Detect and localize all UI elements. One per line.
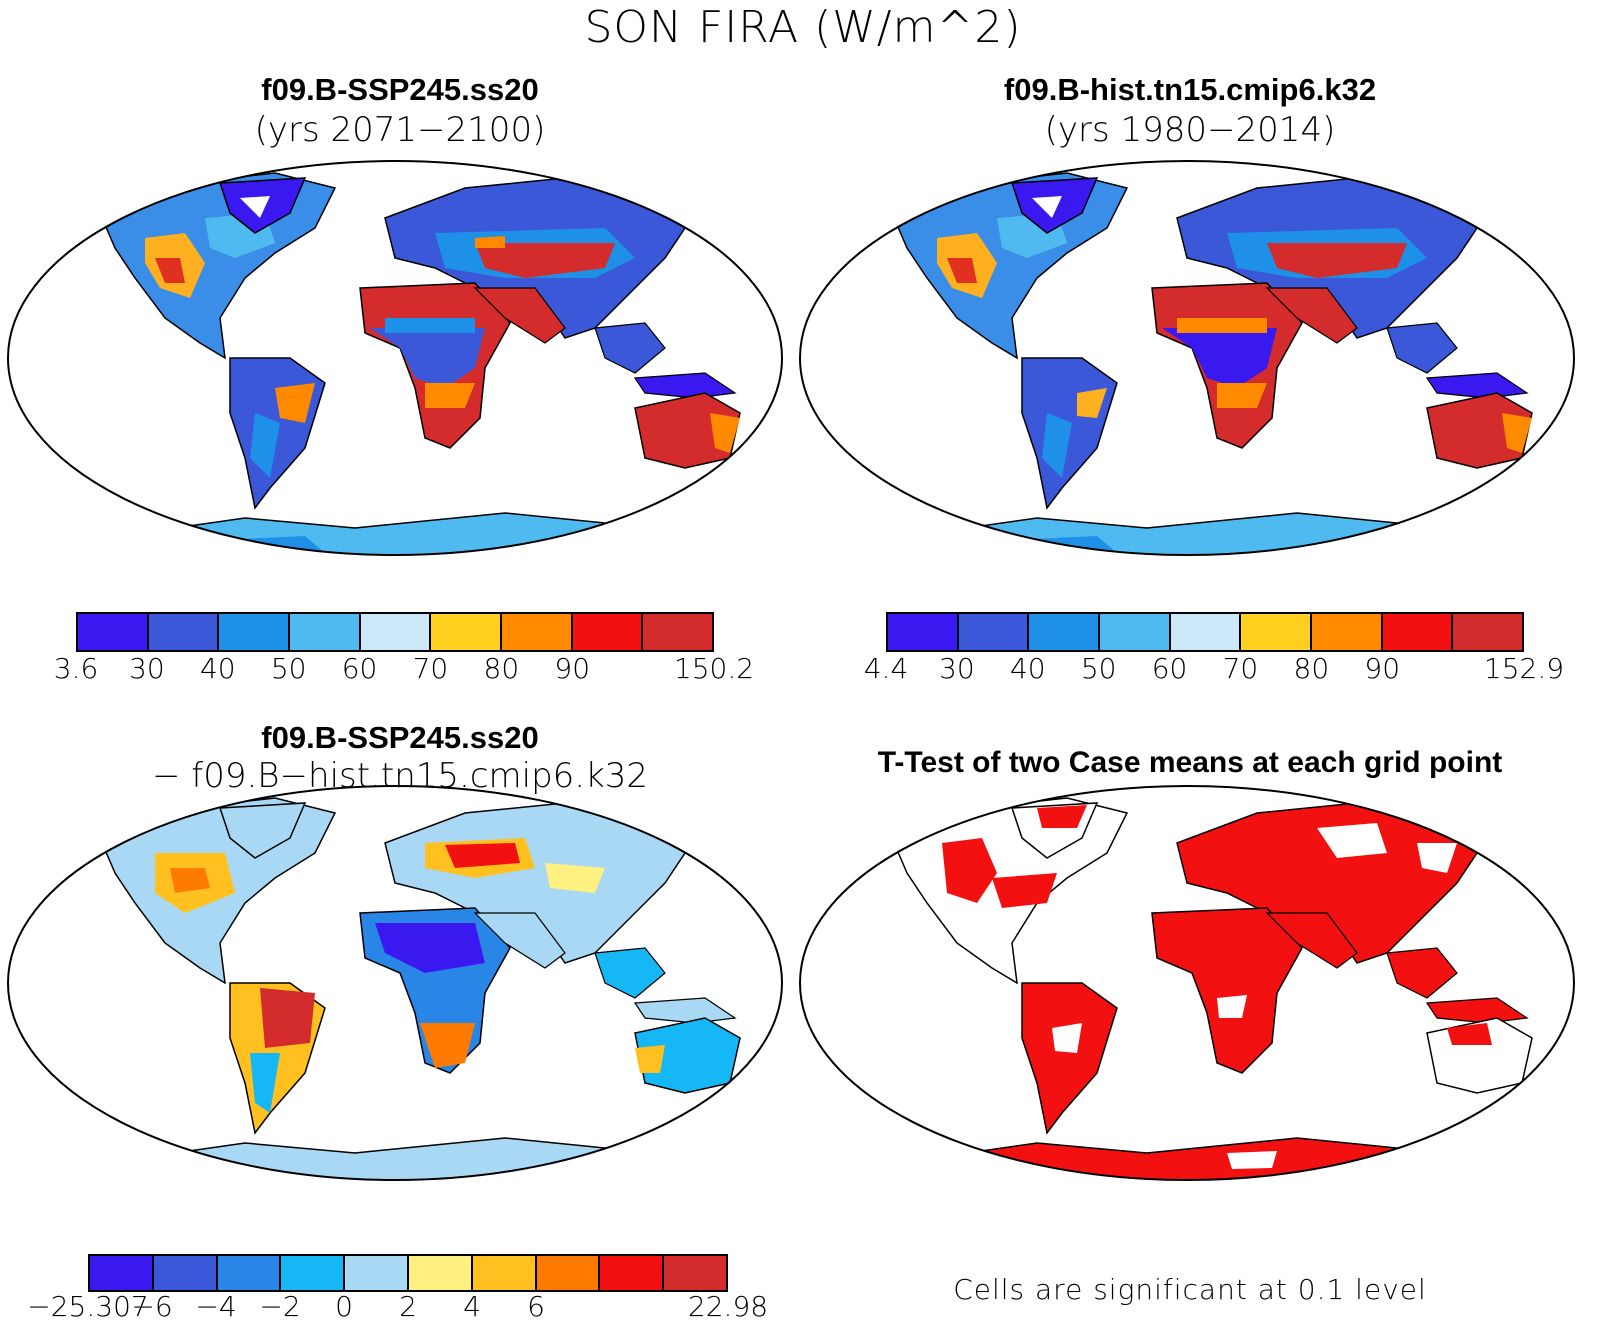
colorbar-case2-cell <box>1382 614 1454 650</box>
colorbar-case2-tick: 4.4 <box>863 652 909 685</box>
colorbar-diff-cell <box>217 1256 282 1290</box>
continent-se-asia <box>594 322 666 374</box>
colorbar-diff-cell <box>600 1256 665 1290</box>
colorbar-diff-cell <box>90 1256 154 1290</box>
colorbar-case1-tick: 60 <box>341 652 378 685</box>
map-panel-top-right <box>799 160 1575 556</box>
colorbar-diff-tick: −4 <box>195 1290 237 1323</box>
figure-title: SON FIRA (W/m^2) <box>584 2 1022 53</box>
colorbar-diff-tick: 6 <box>527 1290 545 1323</box>
colorbar-case1-cell <box>572 614 644 650</box>
colorbar-case2-tick: 50 <box>1080 652 1117 685</box>
colorbar-case2 <box>886 612 1524 652</box>
colorbar-case1-tick: 90 <box>554 652 591 685</box>
colorbar-case2-cell <box>1170 614 1242 650</box>
colorbar-case1-cell <box>78 614 149 650</box>
colorbar-case2-tick: 80 <box>1293 652 1330 685</box>
colorbar-case1-cell <box>643 614 713 650</box>
continent-antarctica <box>104 512 726 555</box>
colorbar-case1-tick: 150.2 <box>673 652 755 685</box>
colorbar-diff-cell <box>345 1256 409 1290</box>
colorbar-diff-tick: 22.98 <box>687 1290 769 1323</box>
colorbar-case1-cell <box>290 614 361 650</box>
colorbar-diff-cell <box>408 1256 473 1290</box>
colorbar-case1-tick: 80 <box>483 652 520 685</box>
panel-subtitle-top-right: (yrs 1980−2014) <box>1044 110 1336 150</box>
colorbar-diff-tick: −2 <box>259 1290 301 1323</box>
colorbar-case1-cell <box>148 614 220 650</box>
panel-title-bottom-left: f09.B-SSP245.ss20 <box>261 720 539 755</box>
colorbar-diff-cell <box>153 1256 218 1290</box>
colorbar-case2-cell <box>1241 614 1313 650</box>
colorbar-case1 <box>76 612 714 652</box>
colorbar-diff-tick: 0 <box>335 1290 353 1323</box>
colorbar-case1-cell <box>502 614 573 650</box>
map-panel-bottom-right <box>799 785 1575 1181</box>
colorbar-case2-tick: 70 <box>1222 652 1259 685</box>
colorbar-case1-tick: 70 <box>412 652 449 685</box>
colorbar-diff-tick: −25.307 <box>27 1290 149 1323</box>
colorbar-diff-cell <box>536 1256 601 1290</box>
significance-note: Cells are significant at 0.1 level <box>953 1273 1427 1306</box>
colorbar-case2-cell <box>1029 614 1101 650</box>
colorbar-case2-tick: 30 <box>939 652 975 685</box>
panel-title-top-left: f09.B-SSP245.ss20 <box>261 72 539 107</box>
colorbar-case1-cell <box>431 614 503 650</box>
map-panel-top-left <box>7 160 783 556</box>
colorbar-case2-tick: 152.9 <box>1483 652 1565 685</box>
colorbar-case1-cell <box>360 614 432 650</box>
colorbar-case1-tick: 50 <box>270 652 307 685</box>
colorbar-diff <box>88 1254 728 1292</box>
colorbar-diff-cell <box>281 1256 346 1290</box>
colorbar-case2-cell <box>888 614 959 650</box>
colorbar-case2-cell <box>1312 614 1383 650</box>
colorbar-case2-tick: 90 <box>1364 652 1401 685</box>
colorbar-diff-tick: 4 <box>463 1290 481 1323</box>
colorbar-case2-tick: 60 <box>1151 652 1188 685</box>
colorbar-case1-tick: 40 <box>199 652 236 685</box>
colorbar-case2-cell <box>1453 614 1523 650</box>
colorbar-case2-tick: 40 <box>1009 652 1046 685</box>
colorbar-case2-cell <box>958 614 1030 650</box>
colorbar-case2-cell <box>1100 614 1171 650</box>
colorbar-case1-tick: 3.6 <box>53 652 99 685</box>
panel-title-top-right: f09.B-hist.tn15.cmip6.k32 <box>1003 72 1377 107</box>
panel-subtitle-bottom-left: − f09.B−hist.tn15.cmip6.k32 <box>151 756 649 796</box>
panel-title-bottom-right: T-Test of two Case means at each grid po… <box>877 746 1503 779</box>
colorbar-diff-tick: 2 <box>399 1290 417 1323</box>
colorbar-diff-cell <box>664 1256 726 1290</box>
panel-subtitle-top-left: (yrs 2071−2100) <box>254 110 546 150</box>
colorbar-diff-cell <box>472 1256 537 1290</box>
colorbar-diff-tick: −6 <box>131 1290 173 1323</box>
colorbar-case1-tick: 30 <box>129 652 165 685</box>
colorbar-case1-cell <box>219 614 291 650</box>
map-panel-bottom-left <box>7 785 783 1181</box>
continent-north-america <box>98 172 337 360</box>
